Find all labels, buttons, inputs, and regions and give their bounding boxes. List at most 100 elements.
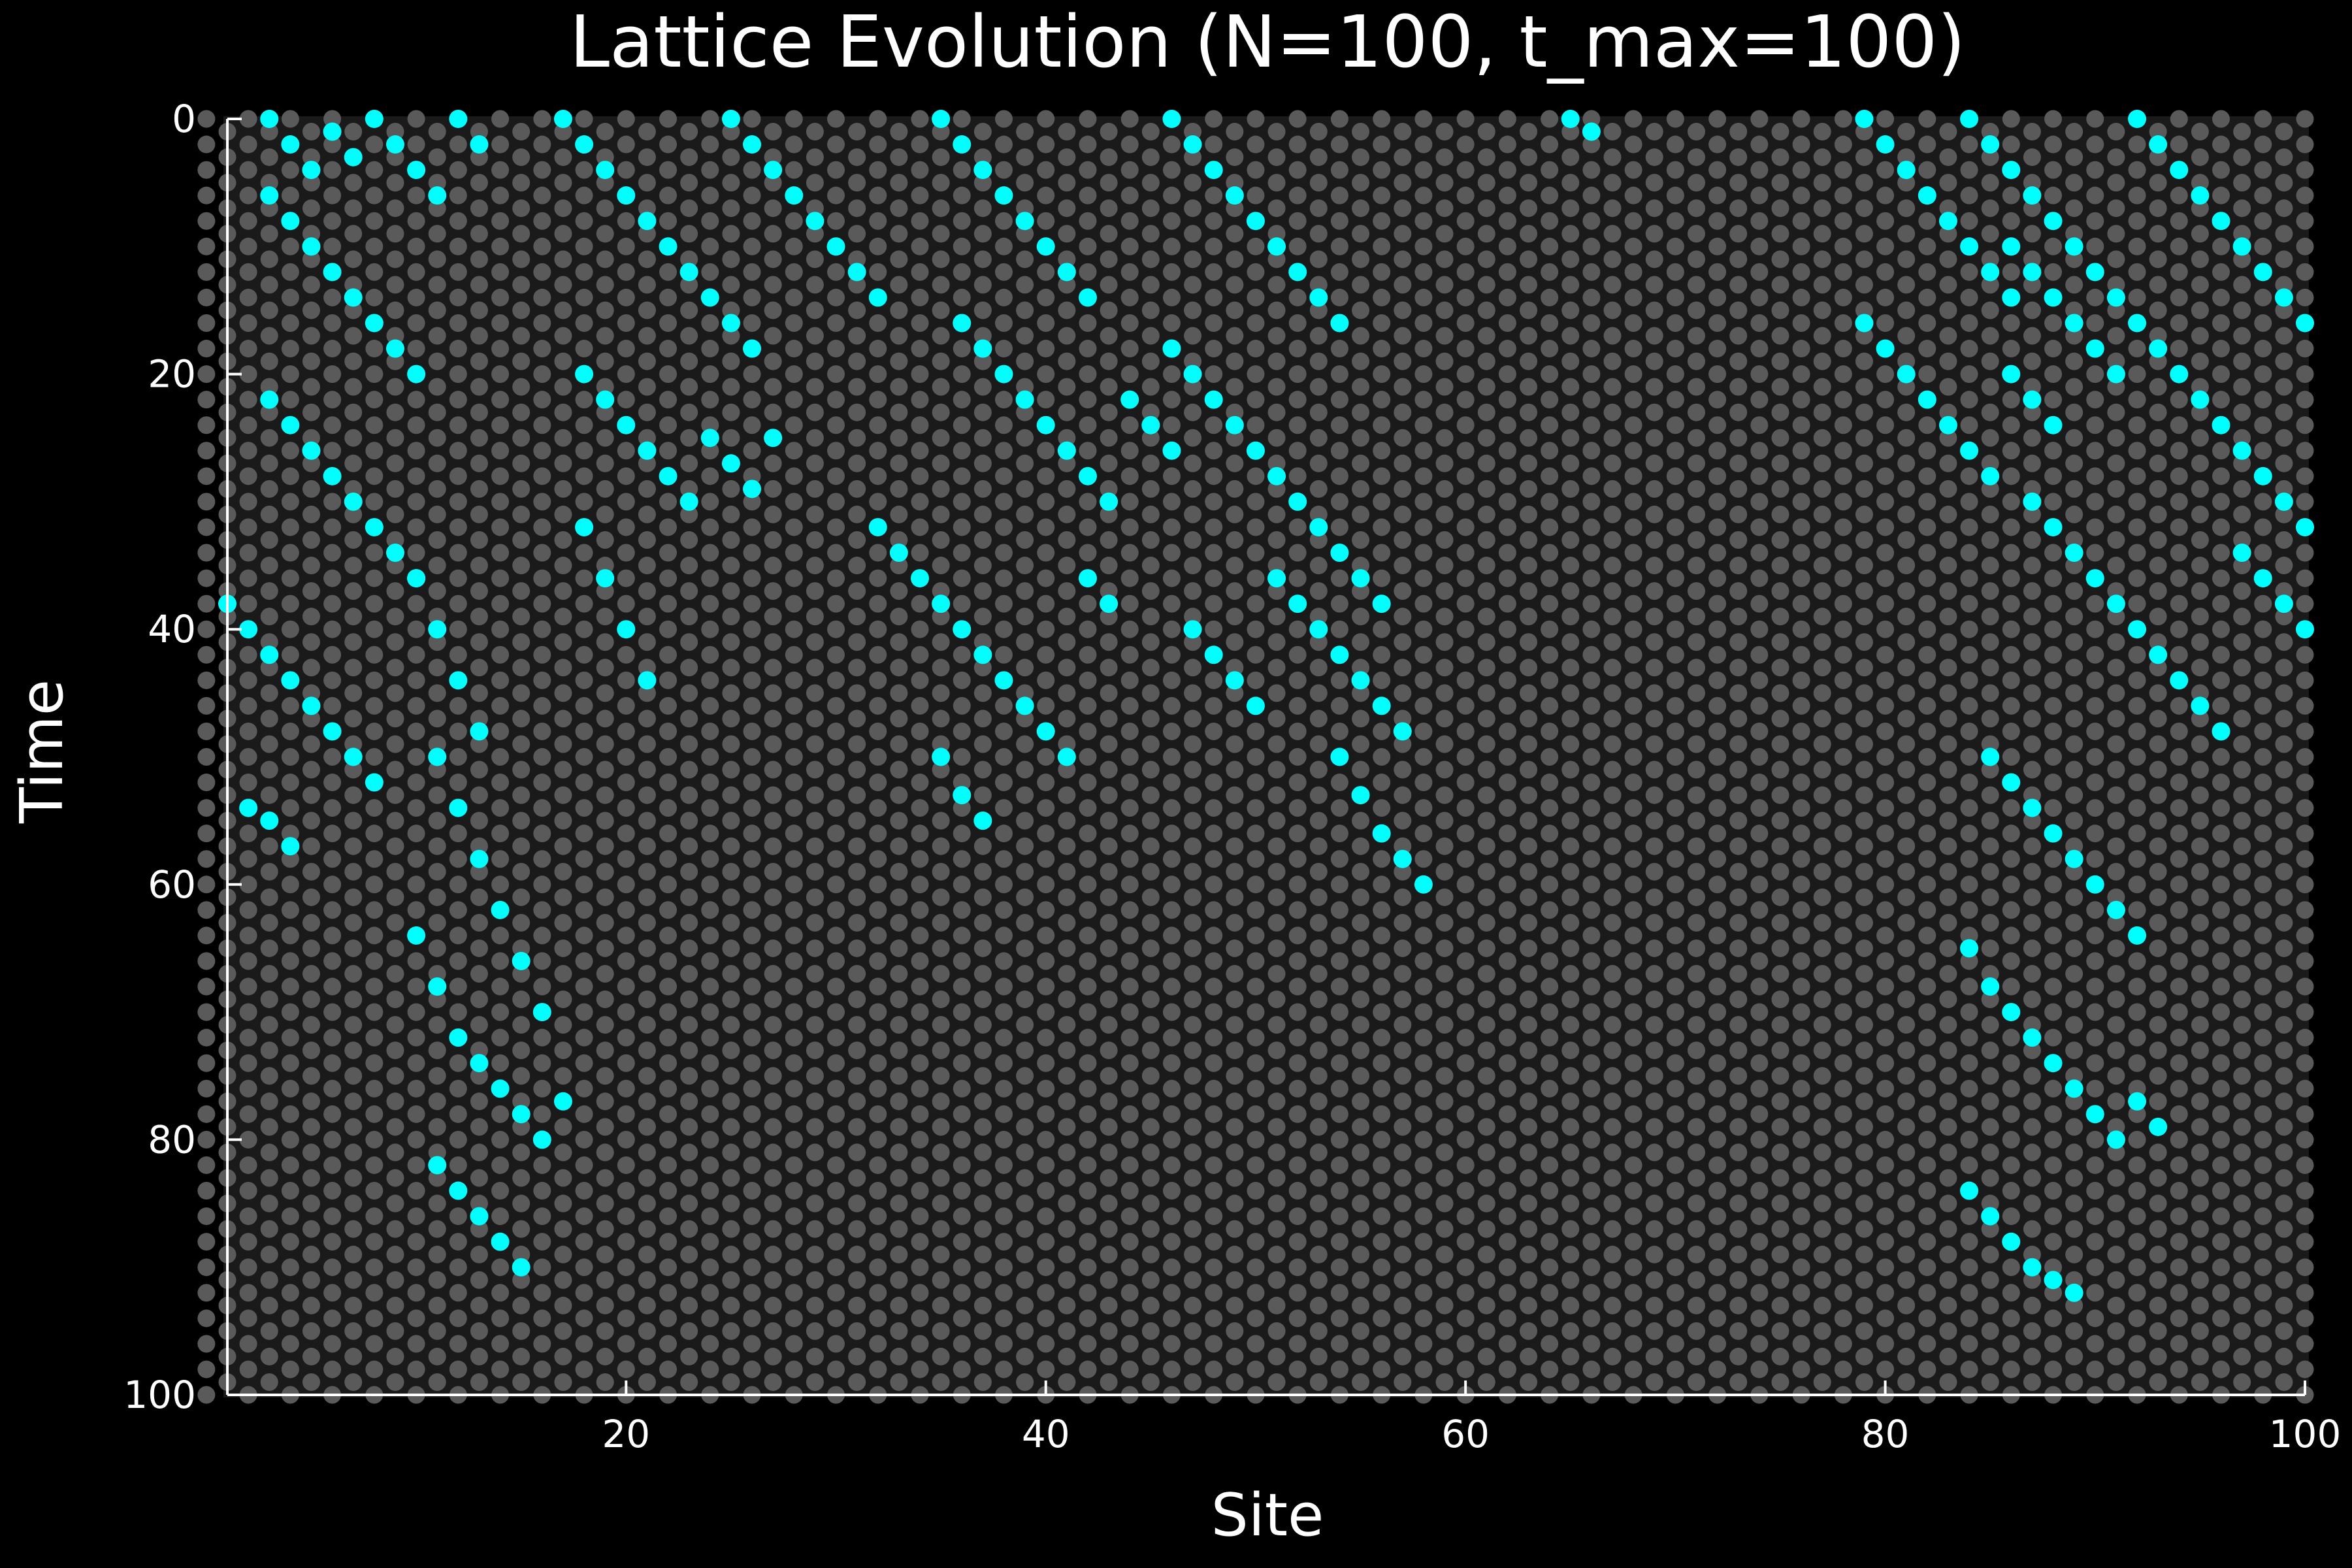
lattice-site <box>1876 569 1895 587</box>
lattice-site <box>512 505 531 523</box>
lattice-site <box>239 110 257 128</box>
lattice-site <box>1184 582 1202 600</box>
lattice-site <box>1477 913 1495 932</box>
lattice-site <box>449 620 467 638</box>
lattice-site <box>596 352 614 370</box>
lattice-site <box>1330 620 1348 638</box>
lattice-site <box>1309 965 1328 983</box>
lattice-site <box>1205 748 1223 766</box>
lattice-site <box>1414 110 1433 128</box>
lattice-site <box>1813 352 1831 370</box>
lattice-site <box>533 1079 551 1098</box>
lattice-site <box>2149 148 2167 167</box>
lattice-site <box>281 186 299 204</box>
lattice-site <box>1373 850 1391 868</box>
lattice-site <box>1288 977 1307 996</box>
lattice-site <box>1687 1016 1705 1034</box>
lattice-site <box>2065 1271 2083 1289</box>
lattice-site <box>1058 659 1076 677</box>
lattice-site <box>2296 1079 2314 1098</box>
lattice-site <box>1897 735 1916 753</box>
lattice-site <box>932 684 950 702</box>
lattice-site <box>1079 774 1097 792</box>
lattice-site <box>281 161 299 179</box>
lattice-site <box>491 569 510 587</box>
lattice-site <box>2191 608 2209 626</box>
lattice-site <box>911 748 929 766</box>
lattice-site <box>596 1347 614 1365</box>
lattice-site <box>1708 263 1727 281</box>
lattice-site <box>323 748 342 766</box>
lattice-site <box>1771 659 1789 677</box>
lattice-site <box>994 825 1013 843</box>
lattice-site <box>1792 1079 1810 1098</box>
lattice-site <box>2044 1105 2063 1123</box>
lattice-site <box>1750 569 1769 587</box>
lattice-site <box>1981 965 1999 983</box>
lattice-site <box>596 199 614 218</box>
lattice-site <box>2191 531 2209 549</box>
lattice-site <box>1561 1347 1580 1365</box>
lattice-site <box>2296 977 2314 996</box>
lattice-site <box>1016 301 1034 319</box>
lattice-site <box>1582 620 1601 638</box>
lattice-site <box>470 429 488 447</box>
lattice-site <box>1100 684 1118 702</box>
lattice-site <box>869 544 887 562</box>
lattice-site <box>1352 250 1370 269</box>
lattice-site <box>953 926 971 945</box>
lattice-site <box>2254 416 2272 434</box>
lattice-site <box>596 1118 614 1136</box>
lattice-site <box>932 582 950 600</box>
lattice-site <box>1288 288 1307 306</box>
lattice-site <box>1435 199 1454 218</box>
lattice-site <box>365 977 384 996</box>
lattice-site <box>1414 416 1433 434</box>
lattice-site <box>1352 1118 1370 1136</box>
lattice-site <box>1456 825 1475 843</box>
lattice-site <box>1477 1143 1495 1162</box>
lattice-site <box>1981 1194 1999 1213</box>
lattice-site <box>1100 199 1118 218</box>
lattice-site <box>512 1041 531 1060</box>
lattice-site <box>1288 135 1307 154</box>
lattice-site <box>1267 582 1286 600</box>
lattice-site <box>2170 926 2188 945</box>
lattice-site <box>1792 1182 1810 1200</box>
lattice-site <box>1477 454 1495 472</box>
lattice-site <box>1561 531 1580 549</box>
lattice-site <box>449 1003 467 1021</box>
lattice-site <box>2023 1245 2041 1264</box>
lattice-site <box>1477 582 1495 600</box>
lattice-site <box>2065 710 2083 728</box>
lattice-site <box>323 774 342 792</box>
lattice-site <box>1981 557 1999 575</box>
lattice-site <box>1435 378 1454 396</box>
lattice-site <box>365 493 384 511</box>
lattice-site <box>1120 110 1139 128</box>
lattice-site <box>890 990 908 1009</box>
lattice-site <box>1645 582 1663 600</box>
lattice-site <box>1708 774 1727 792</box>
lattice-site <box>281 442 299 460</box>
lattice-site <box>1352 480 1370 498</box>
lattice-site <box>386 1092 404 1111</box>
lattice-site <box>701 825 719 843</box>
lattice-site <box>806 531 824 549</box>
lattice-site <box>1373 977 1391 996</box>
lattice-site <box>932 811 950 830</box>
lattice-site <box>1414 825 1433 843</box>
lattice-site <box>1897 378 1916 396</box>
lattice-site <box>1037 1207 1055 1226</box>
lattice-site <box>1414 977 1433 996</box>
lattice-site <box>1960 952 1978 970</box>
lattice-site <box>1561 505 1580 523</box>
lattice-site <box>2212 237 2230 255</box>
lattice-site <box>2086 620 2104 638</box>
lattice-site <box>1352 990 1370 1009</box>
lattice-site <box>638 862 656 881</box>
lattice-site <box>1267 1347 1286 1365</box>
lattice-site <box>344 199 363 218</box>
lattice-site <box>2023 888 2041 906</box>
lattice-site <box>2191 786 2209 804</box>
